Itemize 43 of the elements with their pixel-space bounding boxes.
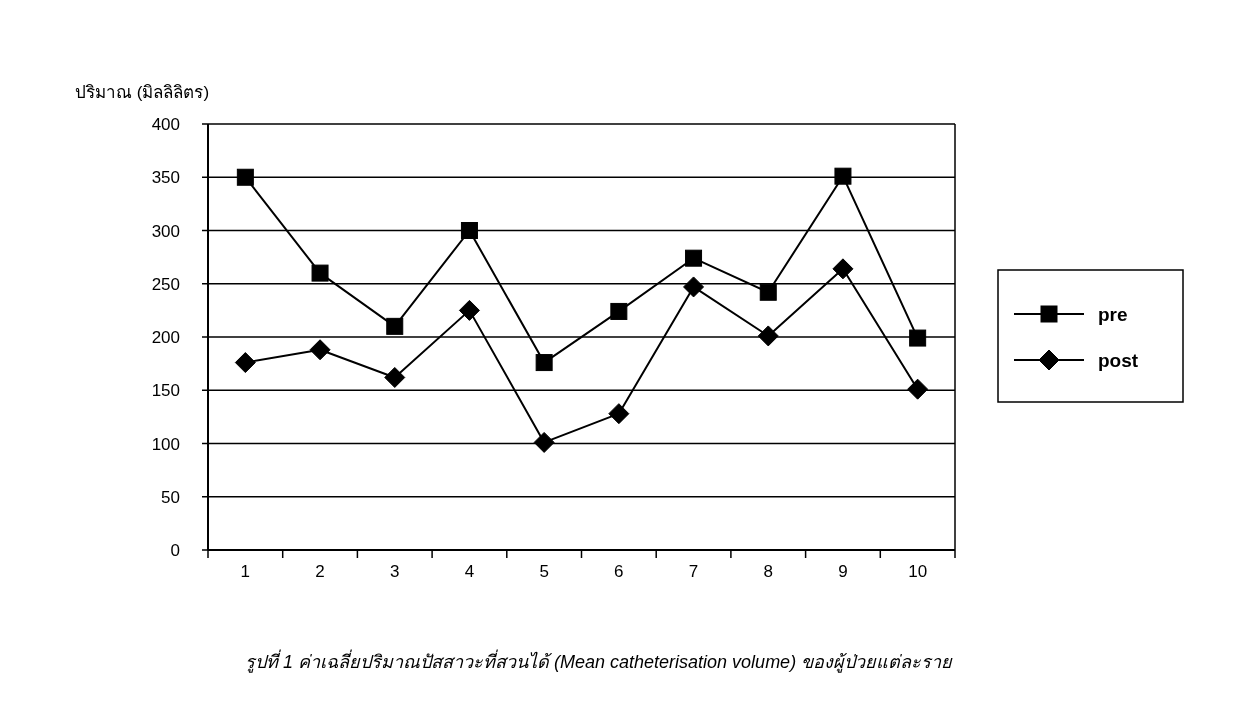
point [757, 325, 779, 347]
point [610, 302, 628, 320]
y-tick-label: 50 [161, 487, 180, 507]
x-tick-label: 10 [908, 562, 928, 581]
x-tick-label: 8 [763, 562, 773, 581]
y-axis-title: ปริมาณ (มิลลิลิตร) [75, 83, 210, 102]
point [683, 276, 705, 298]
point [685, 249, 703, 267]
x-tick-label: 9 [838, 562, 848, 581]
x-tick-label: 2 [315, 562, 325, 581]
point [458, 299, 480, 321]
point [234, 352, 256, 374]
y-tick-label: 300 [151, 221, 180, 241]
y-tick-label: 100 [151, 434, 180, 454]
x-tick-label: 4 [464, 562, 475, 581]
point [907, 378, 929, 400]
point [533, 431, 555, 453]
y-tick-label: 350 [151, 168, 180, 188]
x-tick-label: 7 [688, 562, 699, 581]
y-tick-label: 0 [170, 541, 180, 560]
x-tick-label: 1 [240, 562, 251, 581]
y-tick-label: 400 [151, 115, 180, 134]
y-tick-label: 200 [151, 328, 180, 347]
point [386, 317, 404, 335]
y-tick-label: 250 [151, 274, 180, 294]
point [759, 283, 777, 301]
point [309, 339, 331, 361]
legend-label: post [1098, 350, 1139, 371]
x-tick-label: 3 [390, 562, 400, 581]
x-tick-label: 5 [539, 562, 549, 581]
point [460, 222, 478, 239]
point [535, 354, 553, 372]
legend-label: pre [1098, 304, 1128, 325]
point [384, 366, 406, 388]
x-tick-label: 6 [614, 562, 624, 581]
point [608, 403, 630, 425]
point [311, 264, 329, 282]
point [236, 168, 254, 186]
point [832, 258, 854, 280]
text: รูปที่ 1 ค่าเฉลี่ยปริมาณปัสสาวะที่สวนได้ (Mean catheterisation volume) ของผู้ป่วยแต่ละราย [245, 649, 954, 673]
point [909, 329, 927, 347]
y-tick-label: 150 [151, 381, 180, 401]
point [834, 167, 852, 185]
